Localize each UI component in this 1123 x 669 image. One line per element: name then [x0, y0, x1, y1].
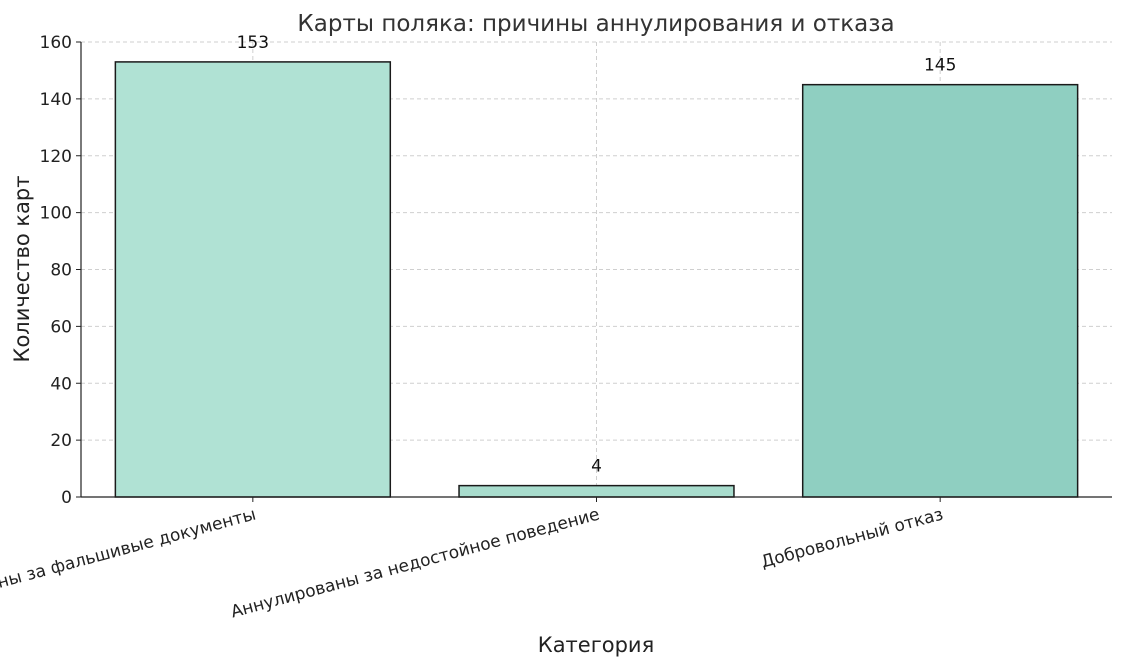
y-tick-label-7: 140	[40, 90, 72, 110]
x-axis-title: Категория	[538, 633, 654, 657]
y-axis-title: Количество карт	[10, 176, 34, 363]
bars	[114, 61, 1079, 498]
bar-value-label-0: 153	[237, 33, 269, 53]
bar-2	[801, 83, 1079, 498]
y-tick-label-4: 80	[50, 261, 72, 281]
bar-value-labels: 153 4 145	[237, 33, 957, 477]
x-tick-label-1: Аннулированы за недостойное поведение	[229, 505, 602, 623]
x-tick-label-0: Аннулированы за фальшивые документы	[0, 505, 258, 621]
y-tick-label-1: 20	[50, 431, 72, 451]
bar-value-label-2: 145	[924, 56, 956, 76]
x-ticks: Аннулированы за фальшивые документыАннул…	[0, 497, 945, 622]
bar-0	[114, 61, 392, 498]
y-tick-label-0: 0	[61, 488, 72, 508]
y-tick-label-5: 100	[40, 204, 72, 224]
y-tick-label-8: 160	[40, 33, 72, 53]
y-ticks: 0 20 40 60 80 100 120 140 160	[40, 33, 81, 508]
bar-1	[458, 484, 735, 498]
bar-value-label-1: 4	[591, 457, 602, 477]
y-tick-label-3: 60	[50, 317, 72, 337]
y-tick-label-6: 120	[40, 147, 72, 167]
x-tick-label-2: Добровольный отказ	[759, 505, 945, 573]
y-tick-label-2: 40	[50, 374, 72, 394]
chart-title: Карты поляка: причины аннулирования и от…	[297, 11, 894, 37]
